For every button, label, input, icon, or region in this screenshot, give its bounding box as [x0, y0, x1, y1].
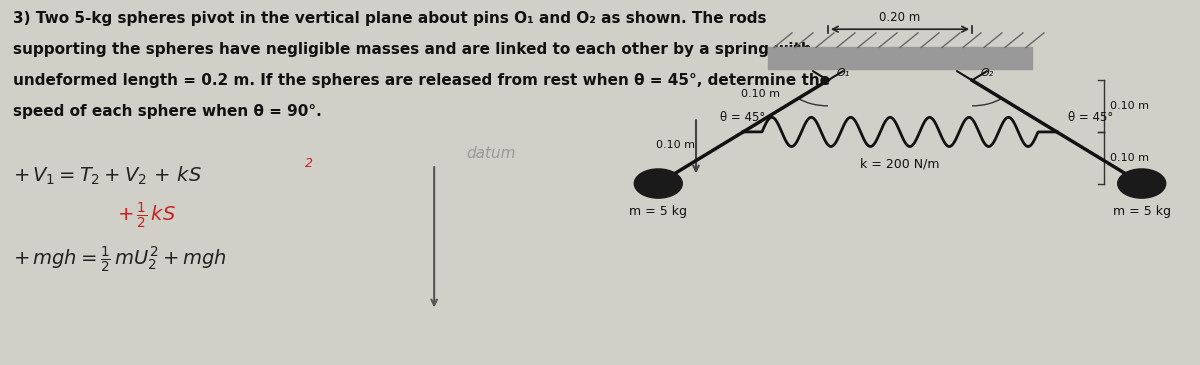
- Text: 2: 2: [305, 157, 312, 170]
- Text: undeformed length = 0.2 m. If the spheres are released from rest when θ = 45°, d: undeformed length = 0.2 m. If the sphere…: [13, 73, 830, 88]
- Text: $+\,V_1 = T_2 + V_2\,+\,kS$: $+\,V_1 = T_2 + V_2\,+\,kS$: [13, 164, 202, 187]
- Text: m = 5 kg: m = 5 kg: [629, 205, 688, 218]
- Text: speed of each sphere when θ = 90°.: speed of each sphere when θ = 90°.: [13, 104, 322, 119]
- Text: datum: datum: [467, 146, 516, 161]
- Text: θ = 45°: θ = 45°: [720, 111, 766, 124]
- Circle shape: [635, 169, 683, 198]
- Text: 0.10 m: 0.10 m: [655, 141, 695, 150]
- Text: m = 5 kg: m = 5 kg: [1112, 205, 1171, 218]
- Text: 0.10 m: 0.10 m: [1110, 153, 1150, 163]
- Text: θ = 45°: θ = 45°: [1068, 111, 1114, 124]
- Text: 3) Two 5-kg spheres pivot in the vertical plane about pins O₁ and O₂ as shown. T: 3) Two 5-kg spheres pivot in the vertica…: [13, 11, 767, 26]
- Text: 0.20 m: 0.20 m: [880, 11, 920, 24]
- Text: O₂: O₂: [982, 69, 995, 78]
- Text: k = 200 N/m: k = 200 N/m: [860, 157, 940, 170]
- Text: 0.10 m: 0.10 m: [740, 89, 780, 99]
- Circle shape: [1117, 169, 1165, 198]
- Text: $+\,mgh = \frac{1}{2}\,mU_2^2 + mgh$: $+\,mgh = \frac{1}{2}\,mU_2^2 + mgh$: [13, 245, 227, 274]
- Text: $+\,\frac{1}{2}\,kS$: $+\,\frac{1}{2}\,kS$: [116, 201, 175, 231]
- Text: 0.10 m: 0.10 m: [1110, 101, 1150, 111]
- Text: O₁: O₁: [838, 69, 851, 78]
- Text: supporting the spheres have negligible masses and are linked to each other by a : supporting the spheres have negligible m…: [13, 42, 811, 57]
